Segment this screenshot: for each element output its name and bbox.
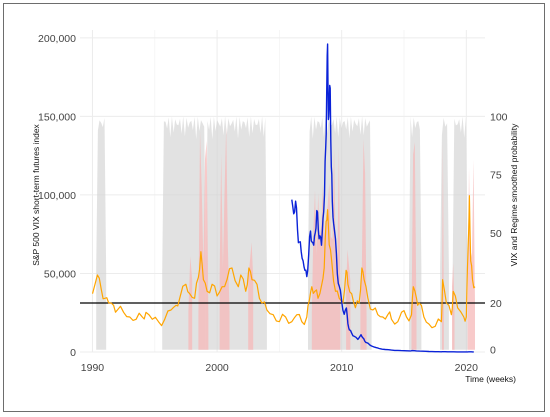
regime-gray-band: [452, 116, 468, 350]
x-axis-title: Time (weeks): [465, 374, 516, 384]
tick-labels: 1990 2000 2010 2020050,000100,000150,000200…: [38, 33, 508, 374]
y-left-tick-label: 150,000: [38, 111, 76, 123]
regime-pink-band: [311, 146, 341, 350]
regime-pink-band: [219, 126, 230, 350]
series-group: [91, 43, 476, 353]
x-tick-label: 2000: [205, 362, 229, 374]
regime-gray-band: [96, 117, 107, 350]
series-futures-index-line: [291, 43, 474, 353]
y-right-tick-label: 75: [490, 170, 502, 182]
y-axis-left-title: S&P 500 VIX short-term futures index: [31, 123, 41, 265]
y-right-tick-label: 0: [490, 345, 496, 357]
y-left-tick-label: 200,000: [38, 33, 76, 45]
series-vix-line: [91, 195, 476, 329]
regime-pink-band: [198, 131, 209, 350]
regime-gray-band: [205, 116, 267, 350]
regime-shading: [96, 116, 475, 350]
regime-pink-band: [467, 159, 475, 350]
regime-pink-band: [452, 263, 455, 350]
x-tick-label: 1990: [81, 362, 105, 374]
x-tick-label: 2020: [455, 362, 479, 374]
y-left-tick-label: 100,000: [38, 190, 76, 202]
y-left-tick-label: 0: [70, 347, 76, 359]
x-tick-label: 2010: [330, 362, 354, 374]
y-right-tick-label: 20: [490, 298, 502, 310]
grid: [80, 30, 485, 353]
regime-pink-band: [360, 139, 367, 350]
y-axis-right-title: VIX and Regime smoothed probability: [509, 123, 519, 266]
y-right-tick-label: 50: [490, 228, 502, 240]
y-right-tick-label: 100: [490, 111, 508, 123]
y-left-tick-label: 50,000: [44, 268, 76, 280]
